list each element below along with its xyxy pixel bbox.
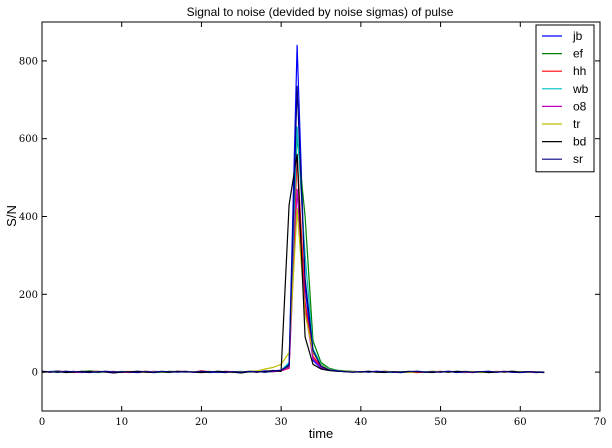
y-tick-label: 0 (32, 368, 38, 379)
series-line-sr (41, 85, 545, 374)
legend-label-ef: ef (573, 47, 584, 61)
legend-label-tr: tr (573, 117, 580, 131)
x-tick-label: 70 (594, 417, 607, 428)
plot-area: 0 10 20 30 40 50 60 70 0 200 400 600 800 (19, 21, 607, 428)
chart-title: Signal to noise (devided by noise sigmas… (187, 5, 454, 19)
plot-frame (41, 21, 601, 412)
x-tick-label: 20 (195, 417, 208, 428)
y-tick-label: 200 (19, 290, 38, 301)
series-line-wb (41, 126, 545, 374)
x-tick-label: 30 (275, 417, 288, 428)
y-tick-label: 800 (19, 56, 38, 67)
legend: jb ef hh wb o8 tr bd sr (535, 24, 595, 173)
x-tick-label: 10 (115, 417, 128, 428)
legend-label-jb: jb (572, 29, 583, 43)
y-axis-label: S/N (4, 205, 19, 227)
legend-box (535, 24, 595, 173)
legend-label-hh: hh (573, 64, 586, 78)
legend-label-bd: bd (573, 135, 586, 149)
y-tick-label: 400 (19, 212, 38, 223)
y-tick-label: 600 (19, 134, 38, 145)
x-tick-label: 0 (39, 417, 45, 428)
legend-label-wb: wb (572, 82, 589, 96)
x-tick-label: 60 (514, 417, 527, 428)
legend-label-sr: sr (573, 152, 583, 166)
x-tick-label: 40 (354, 417, 367, 428)
legend-label-o8: o8 (573, 99, 587, 113)
x-tick-label: 50 (434, 417, 447, 428)
x-axis-label: time (309, 426, 334, 441)
